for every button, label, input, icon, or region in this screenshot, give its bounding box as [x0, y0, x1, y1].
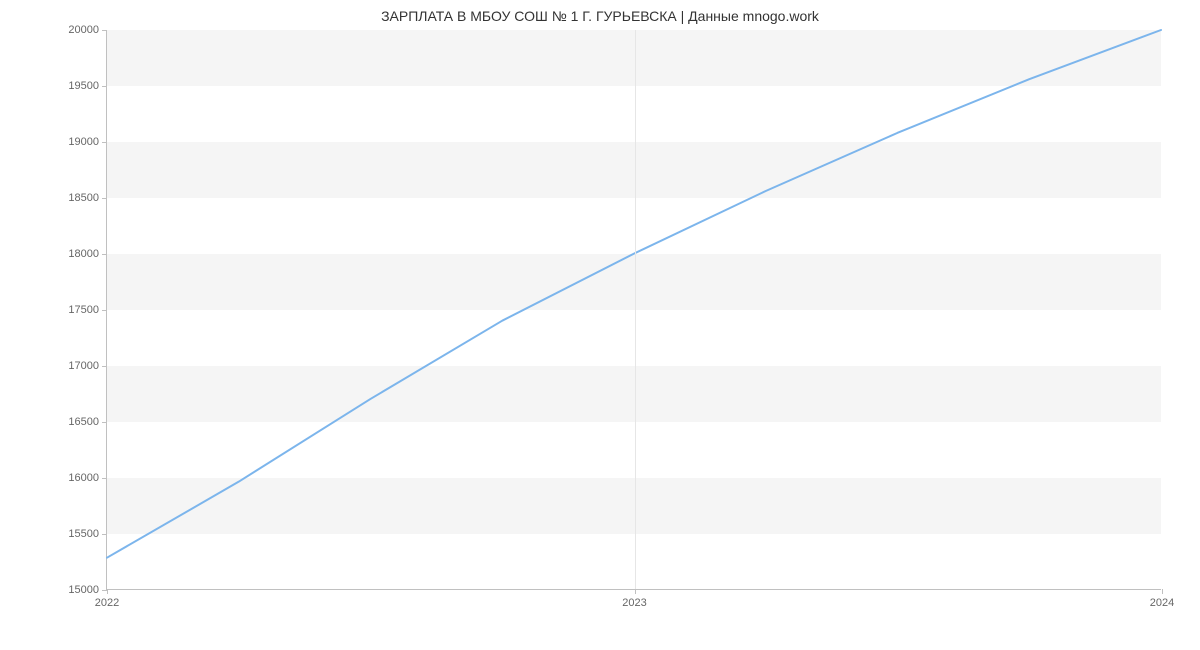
y-tick-mark [102, 30, 107, 31]
y-tick-label: 17000 [68, 360, 99, 372]
y-tick-mark [102, 422, 107, 423]
y-tick-label: 15500 [68, 528, 99, 540]
y-tick-mark [102, 310, 107, 311]
y-tick-label: 20000 [68, 24, 99, 36]
y-tick-label: 16000 [68, 472, 99, 484]
plot-area: 1500015500160001650017000175001800018500… [106, 30, 1161, 590]
x-tick-label: 2023 [622, 597, 646, 609]
y-tick-label: 17500 [68, 304, 99, 316]
y-tick-mark [102, 86, 107, 87]
y-tick-mark [102, 366, 107, 367]
y-tick-label: 16500 [68, 416, 99, 428]
y-tick-label: 18500 [68, 192, 99, 204]
x-tick-mark [635, 589, 636, 594]
x-gridline [635, 30, 636, 589]
y-tick-mark [102, 198, 107, 199]
y-tick-mark [102, 254, 107, 255]
x-tick-label: 2024 [1150, 597, 1174, 609]
salary-chart: ЗАРПЛАТА В МБОУ СОШ № 1 Г. ГУРЬЕВСКА | Д… [0, 0, 1200, 650]
y-tick-mark [102, 478, 107, 479]
y-tick-mark [102, 142, 107, 143]
chart-title: ЗАРПЛАТА В МБОУ СОШ № 1 Г. ГУРЬЕВСКА | Д… [0, 8, 1200, 24]
x-tick-label: 2022 [95, 597, 119, 609]
y-tick-label: 19500 [68, 80, 99, 92]
x-tick-mark [107, 589, 108, 594]
y-tick-mark [102, 534, 107, 535]
y-tick-label: 18000 [68, 248, 99, 260]
y-tick-label: 19000 [68, 136, 99, 148]
y-tick-label: 15000 [68, 584, 99, 596]
x-tick-mark [1162, 589, 1163, 594]
